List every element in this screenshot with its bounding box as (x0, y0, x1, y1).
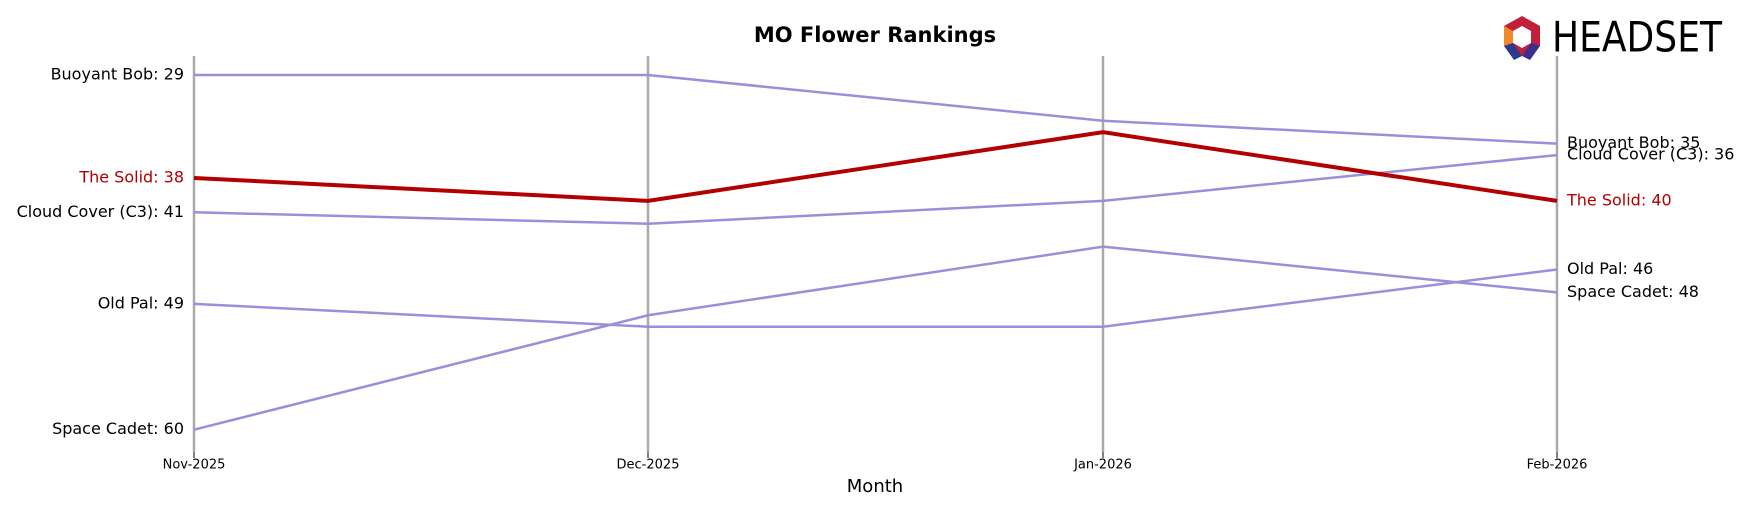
data-label: Space Cadet: 48 (1567, 282, 1699, 301)
logo: HEADSET (1504, 13, 1722, 62)
x-tick-label: Dec-2025 (617, 458, 680, 473)
logo-mark (1513, 26, 1531, 48)
series-line (193, 153, 1558, 225)
data-label: The Solid: 38 (78, 167, 184, 186)
logo-mark (1504, 43, 1522, 60)
logo-mark (1522, 43, 1540, 60)
series-line (194, 73, 1558, 145)
x-tick-label: Feb-2026 (1527, 458, 1588, 473)
x-tick-label: Jan-2026 (1073, 458, 1132, 473)
series-line (193, 268, 1558, 328)
data-label: Old Pal: 49 (98, 293, 184, 312)
series-line (193, 130, 1558, 203)
logo-text: HEADSET (1552, 13, 1722, 62)
data-label: Cloud Cover (C3): 41 (17, 202, 184, 221)
x-axis-label: Month (847, 476, 903, 497)
data-label: Buoyant Bob: 29 (51, 64, 184, 83)
series-line (193, 245, 1558, 431)
data-label: Buoyant Bob: 35 (1567, 133, 1700, 152)
data-label: Space Cadet: 60 (52, 419, 184, 438)
logo-mark (1504, 26, 1513, 46)
data-label: Cloud Cover (C3): 36 (1567, 145, 1734, 164)
data-label: The Solid: 40 (1566, 190, 1672, 209)
chart-title: MO Flower Rankings (754, 23, 996, 47)
x-tick-label: Nov-2025 (163, 458, 226, 473)
data-label: Old Pal: 46 (1567, 259, 1653, 278)
